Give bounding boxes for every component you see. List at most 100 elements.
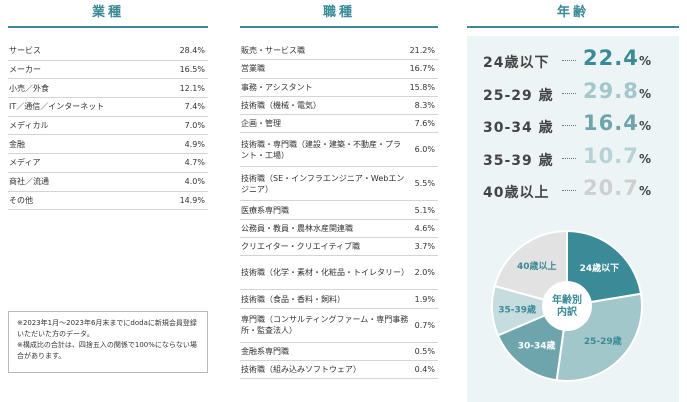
industry-table: サービス 28.4% メーカー 16.5% 小売／外食 12.1% IT／通信／インターネッ… bbox=[8, 42, 208, 211]
row-value: 4.0% bbox=[184, 177, 205, 187]
row-label: 技術職（SE・インフラエンジニア・Webエンジニア） bbox=[241, 173, 405, 194]
percent-sign: % bbox=[639, 54, 652, 68]
age-row: 30-34 歳 16.4% bbox=[467, 111, 679, 141]
dotted-leader bbox=[562, 60, 576, 61]
pie-label: 24歳以下 bbox=[580, 262, 620, 274]
table-row: メディア 4.7% bbox=[8, 154, 208, 173]
note-rounding: ※構成比の合計は、四捨五入の関係で100%にならない場合があります。 bbox=[17, 341, 197, 360]
pie-center-label: 内訳 bbox=[557, 305, 578, 318]
row-label: 専門職（コンサルティングファーム・専門事務所・監査法人） bbox=[241, 315, 409, 336]
row-label: 事務・アシスタント bbox=[241, 82, 313, 92]
job-header: 職種 bbox=[240, 0, 438, 28]
notes-box: ※2023年1月～2023年6月末までにdodaに新規会員登録いただいた方のデー… bbox=[8, 311, 208, 373]
row-value: 2.0% bbox=[414, 268, 435, 278]
age-label: 24歳以下 bbox=[483, 55, 550, 71]
table-row: 小売／外食 12.1% bbox=[8, 79, 208, 99]
row-label: 小売／外食 bbox=[9, 83, 49, 93]
row-label: 技術職（食品・香料・飼料） bbox=[241, 294, 345, 304]
table-row: 専門職（コンサルティングファーム・専門事務所・監査法人） 0.7% bbox=[240, 309, 438, 343]
dotted-leader bbox=[562, 190, 576, 191]
row-label: 技術職（機械・電気） bbox=[241, 101, 321, 111]
row-label: 企画・管理 bbox=[241, 119, 281, 129]
row-value: 3.7% bbox=[414, 242, 435, 252]
dotted-leader bbox=[562, 92, 576, 94]
age-value: 10.7 bbox=[583, 143, 639, 168]
dotted-leader bbox=[562, 157, 576, 159]
row-label: 商社／流通 bbox=[9, 177, 49, 187]
dotted-leader bbox=[562, 125, 576, 126]
table-row: 技術職・専門職（建設・建築・不動産・プラント・工場） 6.0% bbox=[240, 133, 438, 168]
percent-sign: % bbox=[639, 86, 652, 101]
age-value: 22.4 bbox=[583, 46, 639, 70]
age-label: 30-34 歳 bbox=[483, 120, 554, 136]
age-label: 25-29 歳 bbox=[483, 87, 554, 104]
table-row: 営業職 16.7% bbox=[240, 60, 438, 79]
row-label: 技術職・専門職（建設・建築・不動産・プラント・工場） bbox=[241, 139, 401, 160]
row-label: 金融系専門職 bbox=[241, 346, 289, 356]
row-label: 公務員・教員・農林水産関連職 bbox=[241, 223, 353, 233]
table-row: クリエイター・クリエイティブ職 3.7% bbox=[240, 238, 438, 257]
table-row: メディカル 7.0% bbox=[8, 117, 208, 136]
row-label: メーカー bbox=[9, 65, 41, 75]
row-value: 1.9% bbox=[414, 294, 435, 304]
table-row: 事務・アシスタント 15.8% bbox=[240, 79, 438, 97]
percent-sign: % bbox=[639, 119, 652, 133]
row-label: IT／通信／インターネット bbox=[9, 102, 105, 112]
age-row: 25-29 歳 29.8% bbox=[467, 79, 679, 109]
table-row: 技術職（SE・インフラエンジニア・Webエンジニア） 5.5% bbox=[240, 167, 438, 202]
table-row: 技術職（組み込みソフトウェア） 0.4% bbox=[240, 361, 438, 380]
table-row: 金融系専門職 0.5% bbox=[240, 343, 438, 361]
row-value: 28.4% bbox=[179, 46, 205, 56]
table-row: 医療系専門職 5.1% bbox=[240, 201, 438, 220]
percent-sign: % bbox=[639, 184, 652, 198]
row-value: 21.2% bbox=[409, 46, 435, 56]
pie-slice bbox=[566, 229, 643, 308]
row-value: 6.0% bbox=[414, 145, 435, 155]
table-row: 販売・サービス職 21.2% bbox=[240, 42, 438, 61]
pie-slice bbox=[496, 304, 569, 382]
age-label: 40歳以上 bbox=[483, 185, 550, 201]
table-row: 企画・管理 7.6% bbox=[240, 115, 438, 134]
age-header: 年齢 bbox=[467, 0, 679, 28]
row-label: 金融 bbox=[9, 139, 25, 149]
table-row: その他 14.9% bbox=[8, 192, 208, 211]
table-row: 金融 4.9% bbox=[8, 135, 208, 155]
pie-label: 25-29歳 bbox=[584, 335, 622, 347]
age-value: 16.4 bbox=[583, 111, 639, 135]
row-label: メディカル bbox=[9, 121, 49, 131]
row-value: 7.4% bbox=[184, 102, 205, 112]
table-row: 技術職（食品・香料・飼料） 1.9% bbox=[240, 290, 438, 309]
row-value: 0.7% bbox=[414, 320, 435, 330]
row-value: 0.4% bbox=[414, 365, 435, 375]
age-row: 35-39 歳 10.7% bbox=[467, 144, 679, 174]
table-row: メーカー 16.5% bbox=[8, 61, 208, 80]
row-value: 5.1% bbox=[414, 205, 435, 215]
row-value: 4.7% bbox=[184, 158, 205, 168]
table-row: 公務員・教員・農林水産関連職 4.6% bbox=[240, 220, 438, 239]
row-label: サービス bbox=[9, 46, 41, 56]
row-value: 15.8% bbox=[409, 82, 435, 92]
row-label: 医療系専門職 bbox=[241, 205, 289, 215]
table-row: 商社／流通 4.0% bbox=[8, 173, 208, 192]
table-row: 技術職（化学・素材・化粧品・トイレタリー） 2.0% bbox=[240, 256, 438, 291]
age-value: 20.7 bbox=[583, 176, 639, 200]
note-period: ※2023年1月～2023年6月末までにdodaに新規会員登録いただいた方のデー… bbox=[17, 319, 197, 338]
age-panel: 24歳以下 22.4% 25-29 歳 29.8% 30-34 歳 16.4% 35-39 … bbox=[467, 36, 679, 402]
row-value: 7.0% bbox=[184, 121, 205, 131]
job-table: 販売・サービス職 21.2% 営業職 16.7% 事務・アシスタント 15.8% 技術職（機… bbox=[240, 42, 438, 380]
pie-label: 35-39歳 bbox=[498, 303, 536, 315]
row-value: 7.6% bbox=[414, 119, 435, 129]
industry-header: 業種 bbox=[8, 0, 208, 28]
row-label: クリエイター・クリエイティブ職 bbox=[241, 242, 361, 252]
row-value: 0.5% bbox=[414, 346, 435, 356]
row-value: 16.5% bbox=[179, 65, 205, 75]
pie-center bbox=[542, 281, 592, 331]
pie-label: 30-34歳 bbox=[518, 340, 556, 352]
age-label: 35-39 歳 bbox=[483, 152, 554, 169]
row-value: 8.3% bbox=[414, 101, 435, 111]
row-value: 5.5% bbox=[414, 179, 435, 189]
row-value: 12.1% bbox=[179, 83, 205, 93]
row-value: 4.6% bbox=[414, 223, 435, 233]
table-row: IT／通信／インターネット 7.4% bbox=[8, 98, 208, 117]
